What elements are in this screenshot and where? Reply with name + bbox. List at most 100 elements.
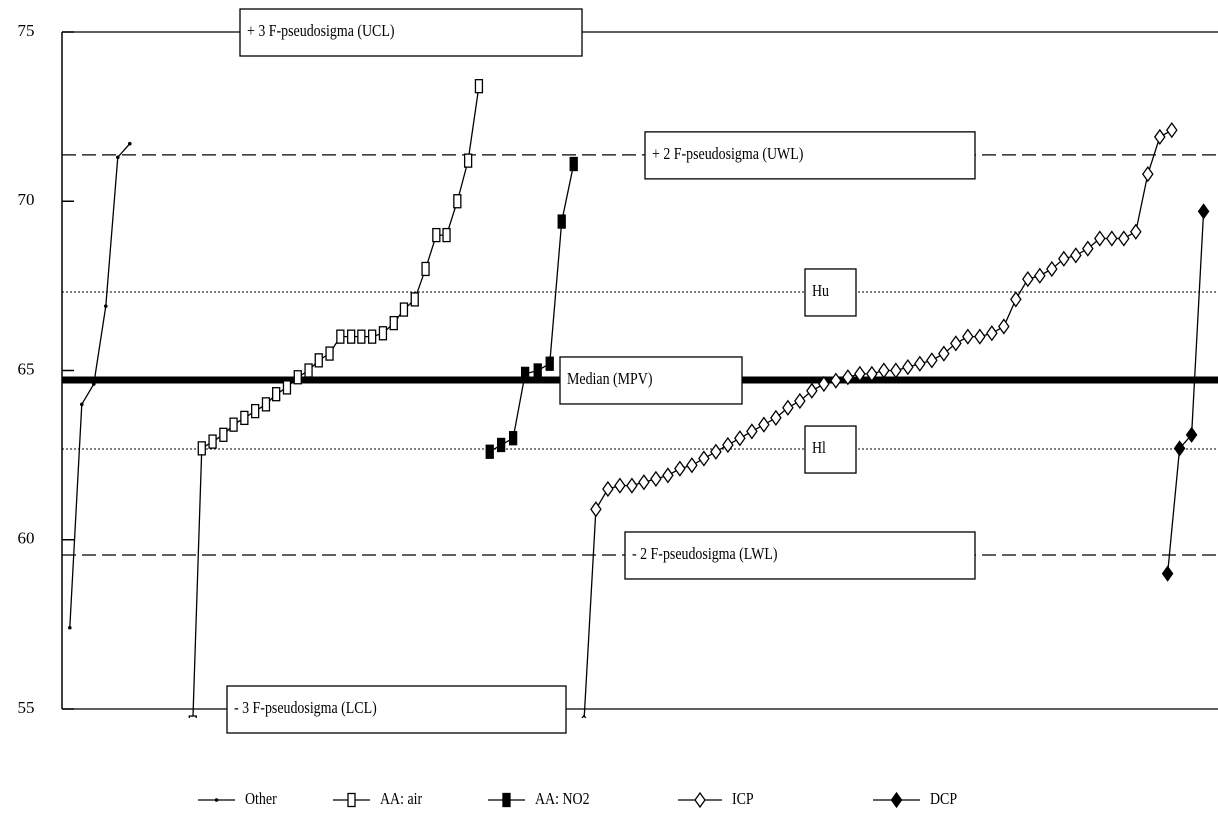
point	[127, 141, 132, 146]
reference-label: Hu	[812, 282, 829, 301]
point	[1070, 247, 1082, 264]
point	[1106, 230, 1118, 247]
point	[208, 434, 217, 449]
point	[662, 467, 674, 484]
y-axis: 55 60 65 70 75	[18, 21, 74, 717]
legend-marker	[214, 798, 219, 802]
series-layer	[67, 79, 1210, 718]
point	[614, 477, 626, 494]
point	[902, 358, 914, 376]
point	[67, 625, 72, 630]
legend-label: ICP	[732, 790, 754, 809]
point	[626, 477, 638, 494]
point	[602, 480, 614, 498]
reference-label-box	[226, 685, 567, 734]
reference-lines	[62, 31, 1218, 710]
legend-marker	[890, 791, 903, 809]
point	[710, 443, 722, 460]
point	[1166, 122, 1178, 139]
point	[986, 325, 998, 342]
reference-label: - 2 F-pseudosigma (LWL)	[632, 545, 778, 564]
point	[794, 392, 806, 410]
point	[219, 427, 228, 442]
reference-label: - 3 F-pseudosigma (LCL)	[234, 699, 377, 718]
series-line	[69, 143, 131, 628]
point	[698, 450, 710, 467]
point	[878, 362, 890, 379]
reference-label-box	[559, 356, 743, 405]
legend-label: DCP	[930, 790, 957, 809]
point	[818, 375, 830, 393]
series-line	[489, 163, 575, 453]
legend-label: AA: NO2	[535, 790, 590, 809]
point	[1118, 230, 1130, 247]
reference-label: + 3 F-pseudosigma (UCL)	[247, 22, 395, 41]
point	[842, 369, 854, 386]
point	[378, 326, 388, 341]
point	[485, 444, 494, 459]
point	[926, 352, 938, 369]
reference-label: + 2 F-pseudosigma (UWL)	[652, 145, 803, 164]
point	[1034, 267, 1046, 284]
point	[1094, 230, 1106, 247]
point	[1010, 291, 1022, 308]
point	[508, 431, 518, 446]
point	[1142, 166, 1154, 183]
point	[533, 363, 542, 378]
point	[950, 335, 962, 352]
point	[1082, 240, 1094, 257]
point	[581, 714, 587, 718]
point	[346, 329, 356, 344]
point	[399, 302, 409, 317]
point	[638, 474, 650, 491]
point	[545, 356, 554, 371]
point	[806, 382, 818, 399]
point	[914, 355, 926, 372]
legend-marker	[502, 792, 511, 808]
point	[115, 155, 120, 160]
point	[746, 423, 758, 440]
point	[197, 441, 206, 456]
reference-label: Median (MPV)	[567, 370, 652, 389]
point	[293, 370, 302, 385]
point	[432, 227, 441, 243]
y-tick-label: 55	[18, 698, 35, 717]
legend-label: AA: air	[380, 790, 423, 809]
point	[974, 328, 986, 345]
point	[229, 417, 238, 432]
point	[336, 329, 345, 344]
y-tick-label: 65	[18, 359, 35, 378]
point	[367, 329, 377, 344]
point	[1161, 565, 1174, 582]
point	[442, 227, 451, 243]
point	[590, 501, 602, 518]
point	[782, 399, 794, 416]
point	[962, 328, 974, 345]
series-line	[1166, 211, 1205, 574]
point	[1022, 270, 1034, 288]
point	[686, 457, 698, 474]
point	[251, 403, 260, 419]
point	[240, 410, 249, 426]
point	[1046, 260, 1058, 278]
point	[1154, 128, 1166, 146]
point	[1197, 203, 1210, 220]
point	[304, 363, 313, 378]
point	[674, 460, 686, 477]
point	[496, 437, 506, 453]
point	[272, 387, 281, 402]
point	[1058, 250, 1070, 267]
reference-label-box	[644, 131, 976, 180]
point	[1130, 223, 1142, 240]
point	[188, 715, 197, 718]
point	[463, 153, 473, 168]
point	[282, 380, 292, 395]
point	[389, 315, 398, 331]
point	[314, 353, 323, 368]
reference-label-box	[804, 268, 857, 317]
point	[854, 365, 866, 383]
point	[1185, 426, 1198, 443]
point	[410, 292, 419, 307]
legend: Other AA: air AA: NO2 ICP DCP	[198, 790, 957, 809]
reference-label-box	[804, 425, 857, 474]
